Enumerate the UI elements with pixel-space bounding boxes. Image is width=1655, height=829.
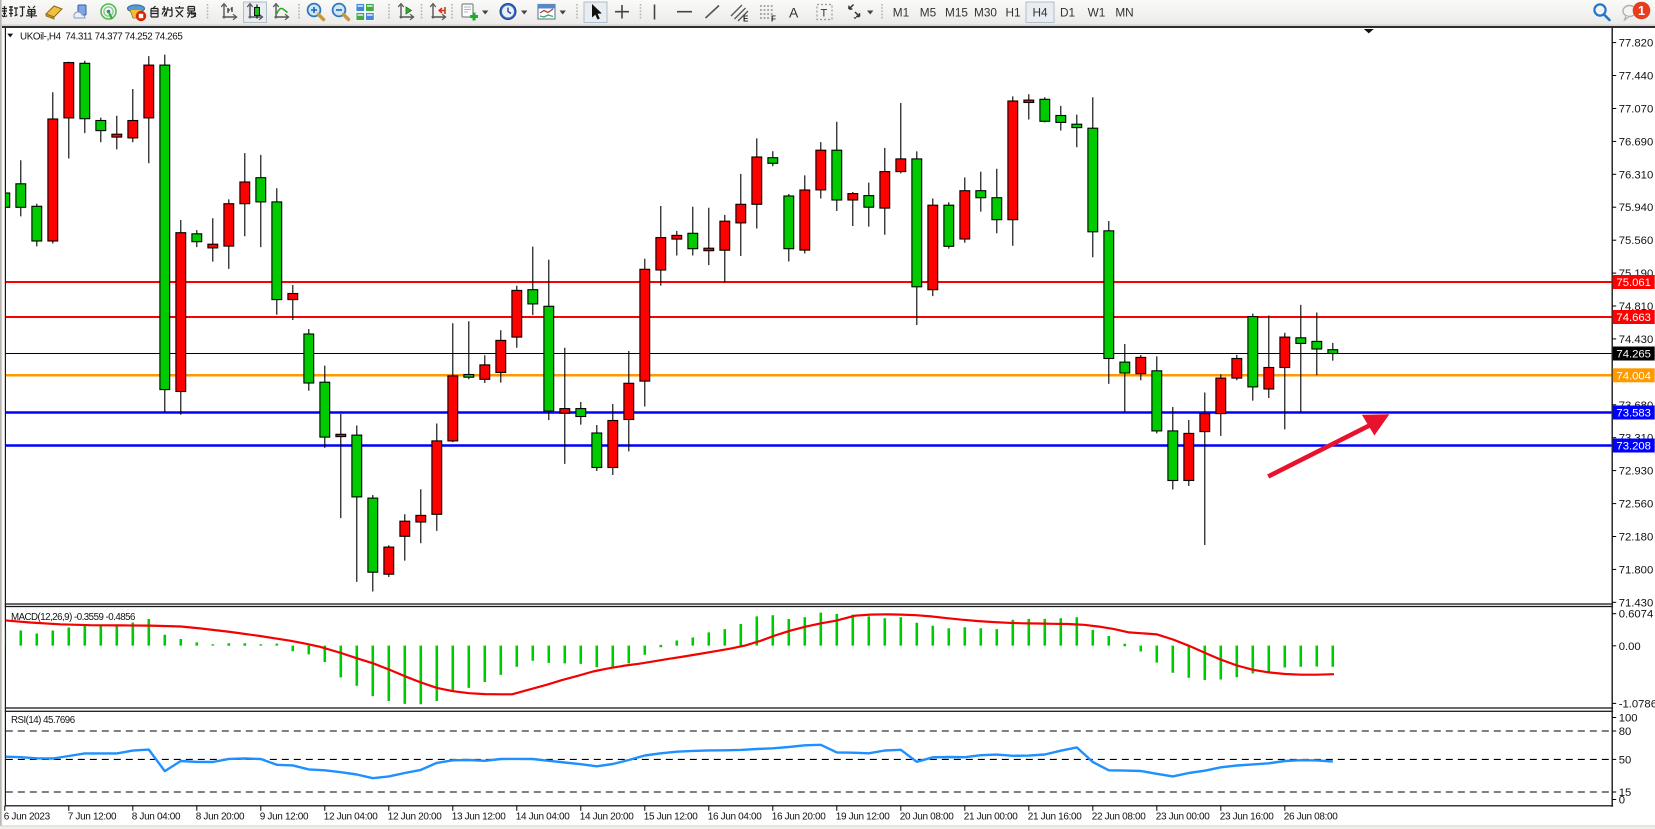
svg-text:M5: M5 [920,6,937,20]
svg-text:21 Jun 16:00: 21 Jun 16:00 [1028,812,1082,823]
svg-text:6 Jun 2023: 6 Jun 2023 [4,812,51,823]
svg-text:75.061: 75.061 [1616,277,1651,289]
svg-text:12 Jun 04:00: 12 Jun 04:00 [324,812,378,823]
svg-text:-1.0786: -1.0786 [1619,698,1655,710]
svg-text:72.180: 72.180 [1619,532,1654,544]
svg-text:RSI(14) 45.7696: RSI(14) 45.7696 [11,715,75,726]
svg-text:22 Jun 08:00: 22 Jun 08:00 [1092,812,1146,823]
svg-text:E: E [743,15,749,24]
svg-text:80: 80 [1619,726,1632,738]
svg-text:14 Jun 04:00: 14 Jun 04:00 [516,812,570,823]
svg-text:A: A [789,5,799,21]
svg-text:72.560: 72.560 [1619,499,1654,511]
svg-text:H4: H4 [1032,6,1048,20]
svg-text:F: F [771,15,776,24]
svg-text:9 Jun 12:00: 9 Jun 12:00 [260,812,309,823]
svg-text:72.930: 72.930 [1619,466,1654,478]
svg-text:D1: D1 [1060,6,1075,20]
svg-text:0.6074: 0.6074 [1619,609,1654,621]
svg-text:73.583: 73.583 [1616,408,1651,420]
svg-text:77.440: 77.440 [1619,71,1654,83]
svg-text:13 Jun 12:00: 13 Jun 12:00 [452,812,506,823]
svg-text:12 Jun 20:00: 12 Jun 20:00 [388,812,442,823]
svg-text:71.800: 71.800 [1619,564,1654,576]
svg-text:15: 15 [1619,787,1632,799]
svg-text:21 Jun 00:00: 21 Jun 00:00 [964,812,1018,823]
svg-text:19 Jun 12:00: 19 Jun 12:00 [836,812,890,823]
svg-text:23 Jun 16:00: 23 Jun 16:00 [1220,812,1274,823]
svg-text:20 Jun 08:00: 20 Jun 08:00 [900,812,954,823]
svg-text:77.070: 77.070 [1619,104,1654,116]
svg-text:76.310: 76.310 [1619,169,1654,181]
svg-text:73.208: 73.208 [1616,441,1651,453]
svg-text:14 Jun 20:00: 14 Jun 20:00 [580,812,634,823]
svg-text:M15: M15 [945,6,968,20]
svg-text:7 Jun 12:00: 7 Jun 12:00 [68,812,117,823]
svg-text:8 Jun 20:00: 8 Jun 20:00 [196,812,245,823]
svg-text:M30: M30 [974,6,997,20]
svg-text:MN: MN [1115,6,1133,20]
svg-text:100: 100 [1619,713,1638,725]
svg-text:74.004: 74.004 [1616,370,1651,382]
svg-text:23 Jun 00:00: 23 Jun 00:00 [1156,812,1210,823]
svg-text:W1: W1 [1088,6,1106,20]
svg-text:77.820: 77.820 [1619,38,1654,50]
svg-text:15 Jun 12:00: 15 Jun 12:00 [644,812,698,823]
svg-text:1: 1 [1638,4,1645,18]
svg-text:8 Jun 04:00: 8 Jun 04:00 [132,812,181,823]
svg-text:71.430: 71.430 [1619,597,1654,609]
svg-text:0: 0 [1619,795,1625,807]
svg-text:76.690: 76.690 [1619,136,1654,148]
svg-text:16 Jun 20:00: 16 Jun 20:00 [772,812,826,823]
svg-text:75.560: 75.560 [1619,235,1654,247]
svg-text:74.663: 74.663 [1616,312,1651,324]
svg-text:74.430: 74.430 [1619,334,1654,346]
svg-text:UKOil-,H4 74.311 74.377 74.25: UKOil-,H4 74.311 74.377 74.252 74.265 [20,32,183,43]
svg-text:74.265: 74.265 [1616,349,1651,361]
svg-text:H1: H1 [1005,6,1020,20]
svg-text:50: 50 [1619,754,1632,766]
svg-text:MACD(12,26,9) -0.3559 -0.4856: MACD(12,26,9) -0.3559 -0.4856 [11,612,135,623]
svg-text:16 Jun 04:00: 16 Jun 04:00 [708,812,762,823]
svg-text:0.00: 0.00 [1619,641,1641,653]
svg-text:M1: M1 [893,6,909,20]
svg-text:75.940: 75.940 [1619,202,1654,214]
svg-text:26 Jun 08:00: 26 Jun 08:00 [1284,812,1338,823]
svg-text:T: T [821,8,828,20]
